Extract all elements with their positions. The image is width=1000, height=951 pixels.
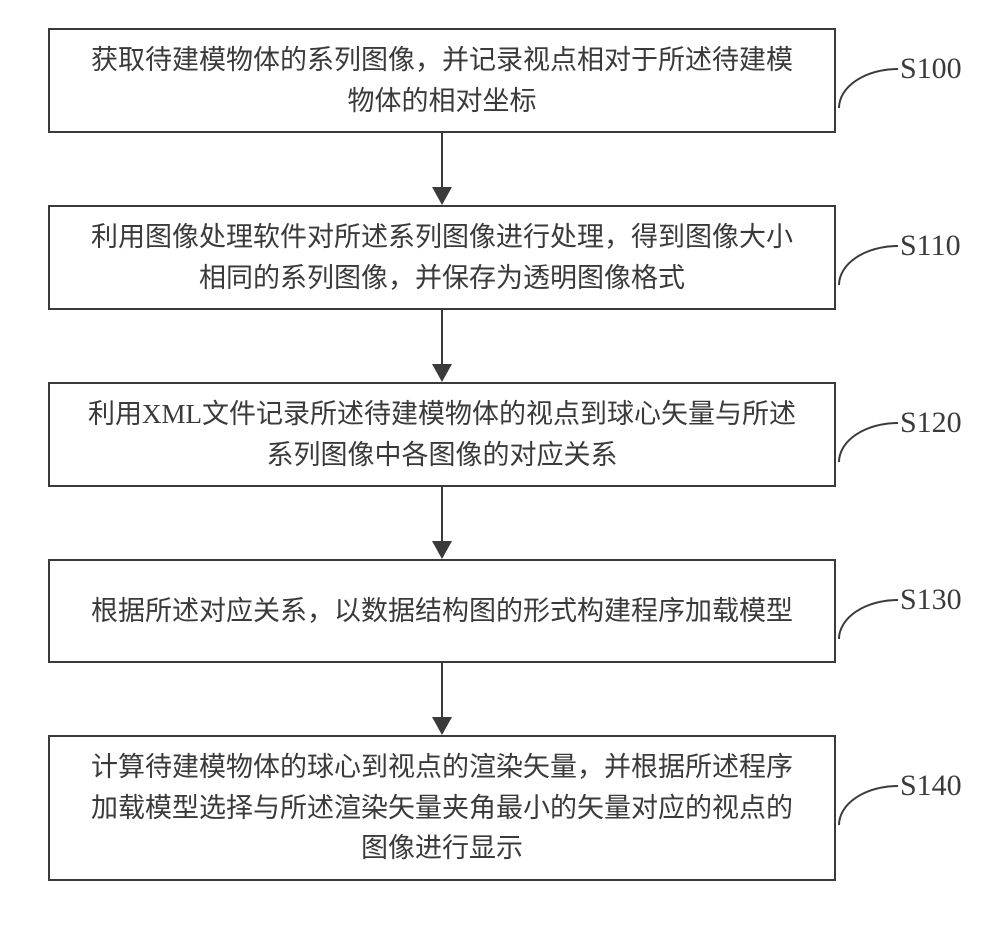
arrow-down-icon	[48, 310, 836, 382]
arrow-down-icon	[48, 487, 836, 559]
connector-arc	[838, 599, 898, 639]
flowchart-container: 获取待建模物体的系列图像，并记录视点相对于所述待建模物体的相对坐标S100 利用图…	[48, 28, 958, 881]
flowchart-step: 计算待建模物体的球心到视点的渲染矢量，并根据所述程序加载模型选择与所述渲染矢量夹…	[48, 735, 958, 881]
step-box: 利用XML文件记录所述待建模物体的视点到球心矢量与所述系列图像中各图像的对应关系	[48, 382, 836, 487]
connector-arc	[838, 422, 898, 462]
flowchart-step: 根据所述对应关系，以数据结构图的形式构建程序加载模型S130	[48, 559, 958, 663]
step-label: S130	[900, 583, 962, 617]
arrow-down-icon	[48, 663, 836, 735]
connector-arc	[838, 785, 898, 825]
connector-arc	[838, 245, 898, 285]
flowchart-step: 利用XML文件记录所述待建模物体的视点到球心矢量与所述系列图像中各图像的对应关系…	[48, 382, 958, 487]
connector-arc	[838, 68, 898, 108]
step-box: 计算待建模物体的球心到视点的渲染矢量，并根据所述程序加载模型选择与所述渲染矢量夹…	[48, 735, 836, 881]
step-box: 利用图像处理软件对所述系列图像进行处理，得到图像大小相同的系列图像，并保存为透明…	[48, 205, 836, 310]
step-label: S120	[900, 406, 962, 440]
step-box: 根据所述对应关系，以数据结构图的形式构建程序加载模型	[48, 559, 836, 663]
step-label: S110	[900, 229, 961, 263]
arrow-down-icon	[48, 133, 836, 205]
step-label: S140	[900, 769, 962, 803]
flowchart-step: 获取待建模物体的系列图像，并记录视点相对于所述待建模物体的相对坐标S100	[48, 28, 958, 133]
step-box: 获取待建模物体的系列图像，并记录视点相对于所述待建模物体的相对坐标	[48, 28, 836, 133]
step-label: S100	[900, 52, 962, 86]
flowchart-step: 利用图像处理软件对所述系列图像进行处理，得到图像大小相同的系列图像，并保存为透明…	[48, 205, 958, 310]
